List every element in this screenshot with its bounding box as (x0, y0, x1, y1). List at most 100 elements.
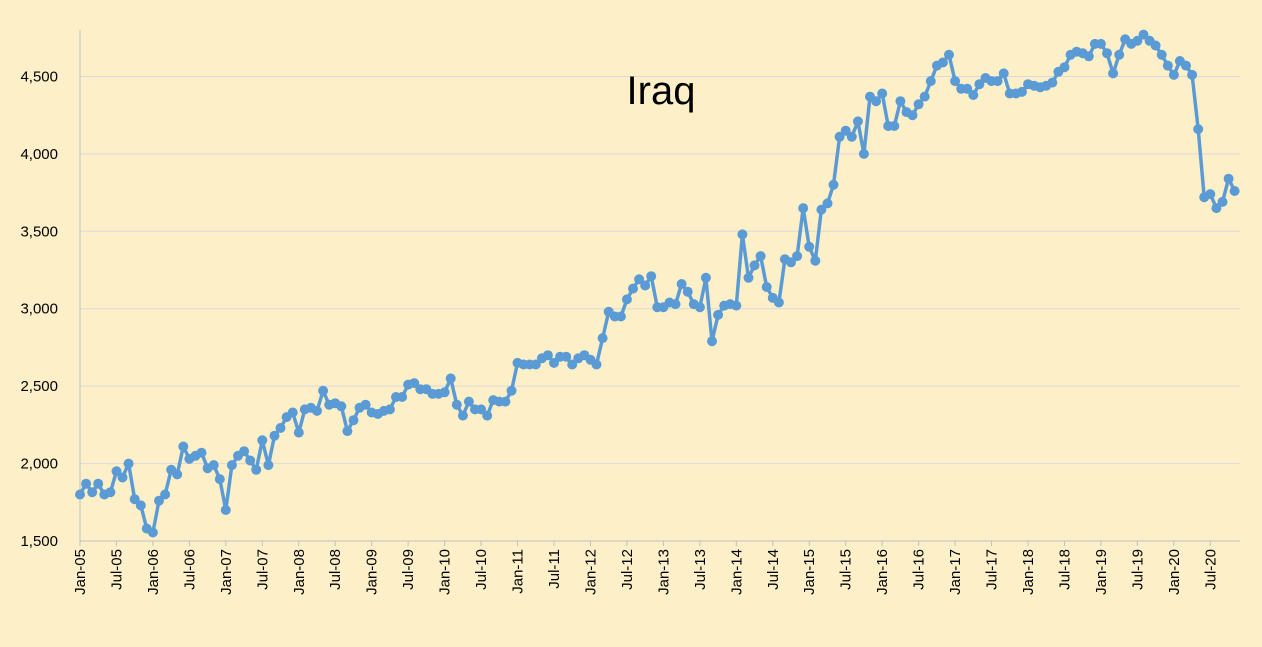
y-tick-label: 3,000 (20, 301, 58, 318)
x-tick-label: Jul-19 (1129, 549, 1146, 590)
x-tick-label: Jul-16 (911, 549, 928, 590)
data-point (737, 229, 748, 240)
data-point (1138, 29, 1149, 40)
x-tick-label: Jan-19 (1093, 549, 1110, 595)
data-point (713, 309, 724, 320)
data-point (749, 260, 760, 271)
data-point (889, 121, 900, 131)
y-axis-ticks: 1,500 2,000 2,500 3,000 3,500 4,000 4,500 (20, 68, 58, 550)
x-tick-label: Jul-13 (692, 549, 709, 590)
data-point (761, 282, 772, 292)
data-point (239, 446, 250, 457)
data-point (615, 311, 626, 322)
data-point (591, 359, 602, 370)
x-tick-label: Jul-15 (838, 549, 855, 590)
data-point (1223, 173, 1234, 184)
data-point (646, 271, 657, 282)
x-tick-label: Jan-05 (72, 549, 89, 595)
data-point (1102, 48, 1112, 59)
data-point (1114, 49, 1125, 60)
data-point (1016, 86, 1027, 97)
x-tick-label: Jul-12 (619, 549, 636, 590)
y-tick-label: 4,000 (20, 146, 58, 163)
data-point (1095, 38, 1106, 49)
data-point (549, 357, 559, 368)
data-point (634, 274, 645, 285)
x-tick-label: Jul-20 (1202, 549, 1219, 590)
x-tick-label: Jul-10 (473, 549, 490, 590)
y-tick-label: 3,500 (20, 223, 58, 240)
y-tick-label: 2,500 (20, 378, 58, 395)
data-point (226, 460, 237, 471)
data-point (1205, 189, 1216, 200)
data-point (1217, 196, 1228, 207)
x-tick-label: Jan-11 (510, 549, 527, 594)
x-tick-label: Jul-11 (546, 549, 563, 589)
data-point (792, 251, 803, 262)
data-point (1083, 51, 1094, 62)
data-point (1132, 35, 1143, 46)
data-point (445, 373, 456, 384)
data-point (773, 297, 784, 308)
data-point (755, 251, 766, 262)
data-point (257, 435, 268, 446)
data-point (439, 387, 450, 398)
chart-title: Iraq (627, 69, 696, 113)
data-point (877, 88, 888, 99)
data-point (561, 351, 572, 362)
x-tick-label: Jan-14 (728, 549, 745, 595)
data-point (251, 464, 262, 475)
data-point (694, 302, 705, 313)
x-tick-label: Jul-18 (1056, 549, 1073, 590)
data-point (743, 272, 754, 283)
data-point (500, 396, 511, 407)
data-point (457, 410, 468, 421)
data-point (75, 489, 85, 500)
data-point (786, 257, 796, 268)
data-point (93, 478, 104, 489)
x-tick-label: Jan-20 (1166, 549, 1183, 595)
data-point (670, 299, 681, 310)
x-tick-label: Jan-13 (655, 549, 672, 595)
data-point (1162, 60, 1173, 71)
x-tick-label: Jul-08 (327, 549, 344, 590)
data-point (214, 474, 225, 485)
data-point (907, 110, 918, 121)
data-point (269, 430, 280, 441)
data-point (640, 280, 651, 291)
data-point (117, 472, 128, 483)
data-point (178, 441, 189, 452)
data-point (1047, 77, 1058, 88)
x-tick-label: Jul-06 (181, 549, 198, 590)
x-tick-label: Jan-16 (874, 549, 891, 595)
data-point (348, 415, 359, 426)
data-point (342, 426, 353, 437)
data-point (913, 99, 924, 110)
data-point (621, 294, 632, 305)
data-point (937, 57, 948, 68)
data-point (312, 405, 322, 416)
data-point (220, 505, 231, 515)
data-point (111, 466, 122, 477)
data-point (409, 378, 420, 389)
data-point (81, 478, 92, 489)
data-point (822, 198, 833, 209)
data-point (1059, 62, 1070, 73)
data-point (1108, 68, 1119, 79)
data-point (154, 495, 164, 506)
gridlines (80, 75, 1240, 465)
data-point (451, 399, 462, 410)
data-point (135, 500, 146, 511)
x-tick-label: Jul-14 (765, 549, 782, 590)
data-point (676, 279, 687, 289)
data-point (1156, 49, 1167, 60)
data-point (476, 404, 487, 415)
data-point (919, 91, 930, 102)
data-point (962, 83, 973, 94)
data-point (998, 68, 1009, 79)
data-point (798, 203, 809, 214)
data-point (950, 76, 961, 87)
data-point (1150, 40, 1161, 51)
